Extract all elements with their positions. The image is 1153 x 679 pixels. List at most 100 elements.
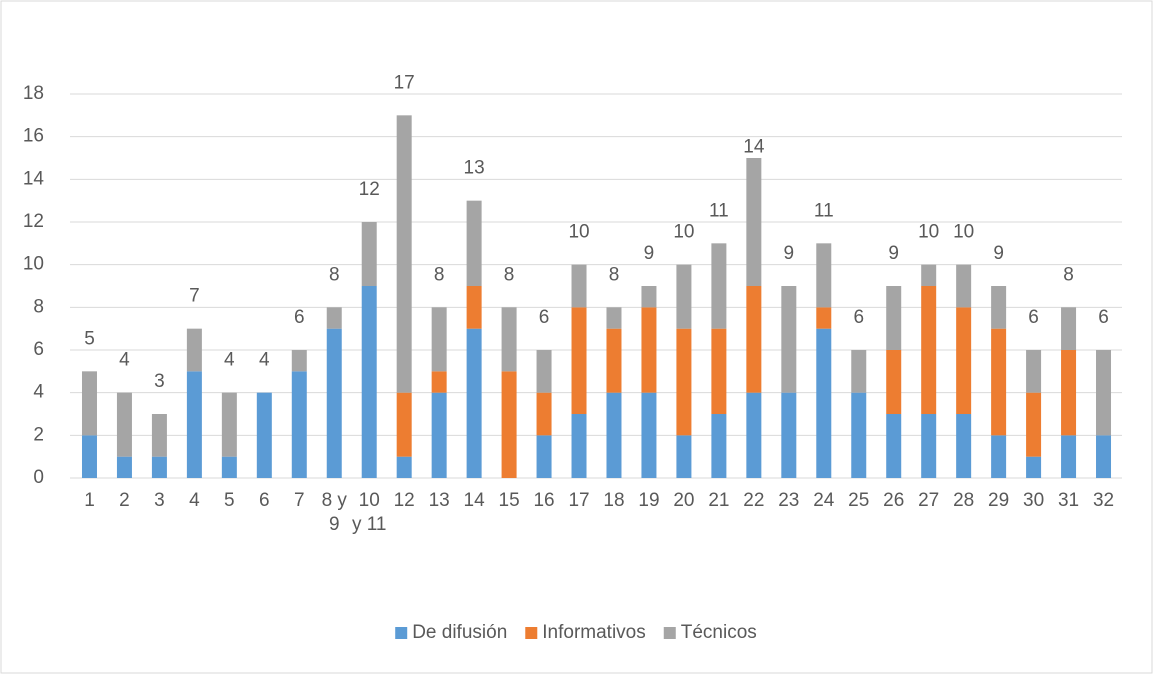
bar-segment: [886, 414, 902, 478]
bar-segment: [1061, 350, 1077, 436]
bar-segment: [1061, 307, 1077, 350]
x-tick-label: 7: [294, 490, 305, 511]
y-tick-label: 4: [33, 382, 44, 403]
bar-segment: [116, 392, 132, 457]
y-tick-label: 14: [23, 168, 45, 189]
bar-segment: [1096, 435, 1112, 478]
x-tick-label: 14: [464, 490, 486, 511]
bar-segment: [536, 392, 552, 436]
bar-segment: [536, 435, 552, 478]
bar-segment: [816, 243, 832, 308]
total-label: 7: [189, 286, 200, 307]
bar-segment: [221, 392, 237, 457]
total-label: 4: [119, 350, 130, 371]
bar-segment: [326, 307, 342, 329]
bar-segment: [1061, 435, 1077, 478]
y-tick-label: 10: [23, 254, 44, 275]
x-tick-label: 21: [708, 490, 729, 511]
x-tick-label: 3: [154, 490, 165, 511]
bar-segment: [81, 371, 97, 436]
bar-segment: [711, 243, 727, 329]
bar-segment: [746, 158, 762, 286]
bar-segment: [746, 392, 762, 478]
total-label: 4: [224, 350, 235, 371]
total-label: 10: [918, 222, 939, 243]
bar-segment: [991, 435, 1007, 478]
total-label: 6: [294, 307, 305, 328]
bar-segment: [676, 328, 692, 436]
y-tick-label: 18: [23, 83, 44, 104]
x-tick-label: 27: [918, 490, 939, 511]
total-label: 14: [743, 136, 765, 157]
bar-segment: [571, 414, 587, 478]
bar-segment: [1026, 350, 1042, 393]
y-tick-label: 12: [23, 211, 44, 232]
y-tick-label: 8: [33, 296, 44, 317]
bar-segment: [151, 456, 167, 478]
bar-segment: [711, 414, 727, 478]
bar-segment: [186, 328, 202, 372]
legend-swatch: [525, 627, 538, 639]
total-label: 8: [434, 264, 445, 285]
x-tick-label: 4: [189, 490, 200, 511]
bar-segment: [431, 392, 447, 478]
total-label: 8: [329, 264, 340, 285]
bar-segment: [361, 286, 377, 478]
bar-segment: [501, 307, 517, 372]
x-tick-label: 12: [394, 490, 415, 511]
bar-segment: [1096, 350, 1112, 436]
bar-segment: [466, 286, 482, 329]
total-label: 8: [504, 264, 515, 285]
total-label: 5: [84, 328, 95, 349]
bar-segment: [431, 371, 447, 393]
bar-segment: [1026, 456, 1042, 478]
total-label: 9: [784, 243, 795, 264]
x-tick-label: 17: [568, 490, 589, 511]
x-tick-label: 18: [603, 490, 624, 511]
total-label: 3: [154, 371, 165, 392]
x-tick-label: 6: [259, 490, 270, 511]
bar-segment: [886, 350, 902, 414]
total-label: 6: [1028, 307, 1039, 328]
bar-segment: [466, 328, 482, 478]
total-label: 12: [359, 179, 380, 200]
bar-segment: [956, 307, 972, 414]
total-label: 6: [853, 307, 864, 328]
total-label: 4: [259, 350, 270, 371]
x-tick-label: 1: [84, 490, 95, 511]
bar-segment: [431, 307, 447, 372]
total-label: 9: [993, 243, 1004, 264]
x-tick-label: 26: [883, 490, 904, 511]
bar-segment: [396, 456, 412, 478]
bar-segment: [921, 414, 937, 478]
bar-segment: [921, 286, 937, 414]
bar-segment: [991, 328, 1007, 436]
x-tick-label: 29: [988, 490, 1009, 511]
bar-segment: [711, 328, 727, 414]
bar-segment: [291, 350, 307, 372]
bar-segment: [956, 414, 972, 478]
bar-segment: [326, 328, 342, 478]
bar-segment: [536, 350, 552, 393]
bar-segment: [291, 371, 307, 478]
bar-segment: [781, 392, 797, 478]
total-label: 9: [644, 243, 655, 264]
bar-segment: [816, 307, 832, 329]
bar-segment: [781, 286, 797, 393]
bar-segment: [571, 264, 587, 308]
bar-segment: [851, 392, 867, 478]
bar-segment: [151, 414, 167, 457]
bar-segment: [571, 307, 587, 414]
bar-segment: [676, 435, 692, 478]
bar-segment: [606, 328, 622, 393]
bar-segment: [886, 286, 902, 350]
total-label: 10: [953, 222, 974, 243]
bar-segment: [466, 200, 482, 286]
y-tick-label: 6: [33, 339, 44, 360]
x-tick-label: 23: [778, 490, 799, 511]
x-tick-label: 22: [743, 490, 764, 511]
x-tick-label: 13: [429, 490, 450, 511]
legend-label: Técnicos: [681, 622, 757, 643]
